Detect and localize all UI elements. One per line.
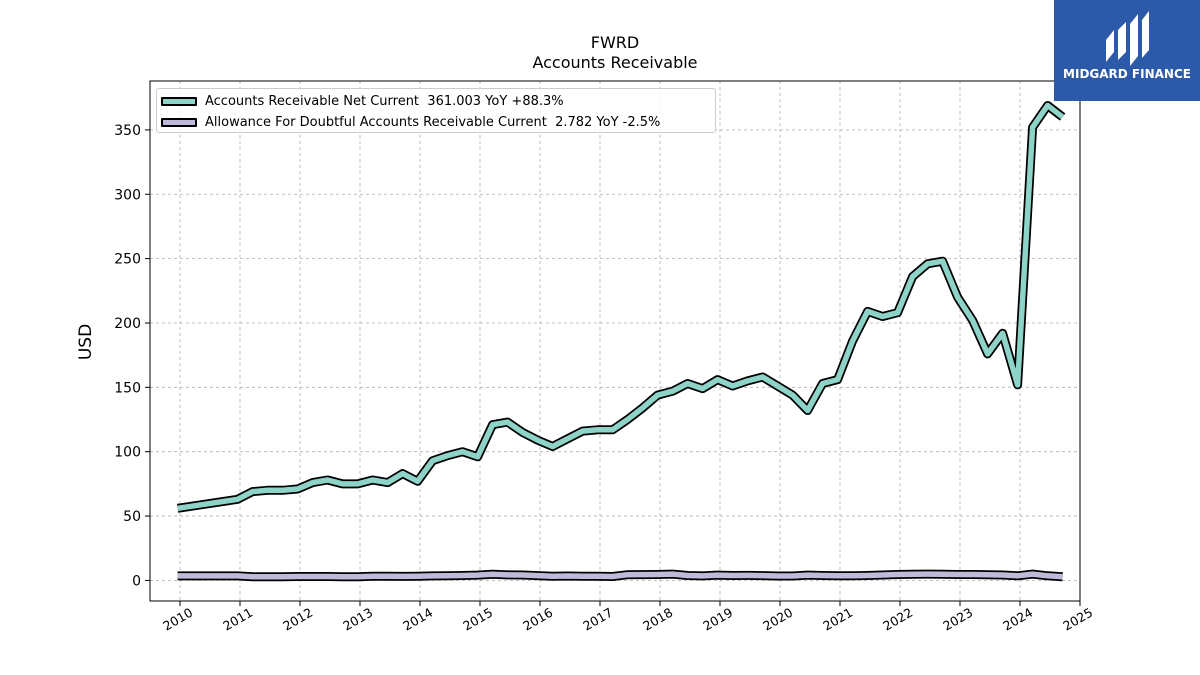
x-tick-label: 2013 [340,605,375,634]
y-tick-label: 50 [123,509,141,525]
series-lines [176,101,1066,582]
y-tick-label: 300 [114,187,141,203]
series-line-outline [176,101,1066,513]
x-tick-label: 2010 [160,605,195,634]
x-axis: 2010 2011 2012 2013 2014 2015 2016 2017 2018 2019… [160,601,1095,634]
chart-title: FWRD [590,33,640,52]
y-tick-label: 200 [114,316,141,332]
x-tick-label: 2018 [640,605,675,634]
x-tick-label: 2017 [580,605,615,634]
x-tick-label: 2012 [280,605,315,634]
legend-item-allowance: Allowance For Doubtful Accounts Receivab… [161,113,660,131]
y-axis: 0 50 100 150 200 250 300 350 [114,123,150,589]
x-tick-label: 2023 [940,605,975,634]
legend-label: Accounts Receivable Net Current 361.003 … [205,93,564,109]
y-axis-label: USD [76,324,96,360]
legend-swatch [161,117,197,127]
series-line [177,102,1065,512]
brand-name: MIDGARD FINANCE [1063,67,1191,81]
x-tick-label: 2022 [880,605,915,634]
plot-frame [149,80,1081,602]
chart-subtitle: Accounts Receivable [532,53,698,72]
x-tick-label: 2025 [1060,605,1095,634]
x-tick-label: 2015 [460,605,495,634]
x-tick-label: 2021 [820,605,855,634]
y-tick-label: 0 [132,573,141,589]
legend-item-accounts-receivable: Accounts Receivable Net Current 361.003 … [161,92,564,110]
y-tick-label: 250 [114,252,141,268]
y-tick-label: 150 [114,380,141,396]
x-tick-label: 2019 [700,605,735,634]
legend: Accounts Receivable Net Current 361.003 … [156,88,716,133]
x-tick-label: 2014 [400,605,435,634]
x-tick-label: 2024 [1000,605,1035,634]
grid-lines [150,81,1081,601]
x-tick-label: 2020 [760,605,795,634]
x-tick-label: 2016 [520,605,555,634]
midgard-logo-icon [1106,11,1149,66]
y-tick-label: 100 [114,445,141,461]
legend-label: Allowance For Doubtful Accounts Receivab… [205,114,661,130]
series-line [177,571,1063,580]
x-tick-label: 2011 [220,605,255,634]
brand-logo: MIDGARD FINANCE [1054,0,1200,101]
legend-swatch [161,96,197,106]
y-tick-label: 350 [114,123,141,139]
